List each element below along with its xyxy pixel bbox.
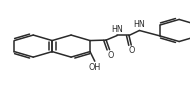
- Text: O: O: [129, 46, 135, 55]
- Text: OH: OH: [89, 63, 101, 72]
- Text: HN: HN: [111, 25, 123, 34]
- Text: HN: HN: [134, 20, 145, 29]
- Text: O: O: [107, 51, 114, 60]
